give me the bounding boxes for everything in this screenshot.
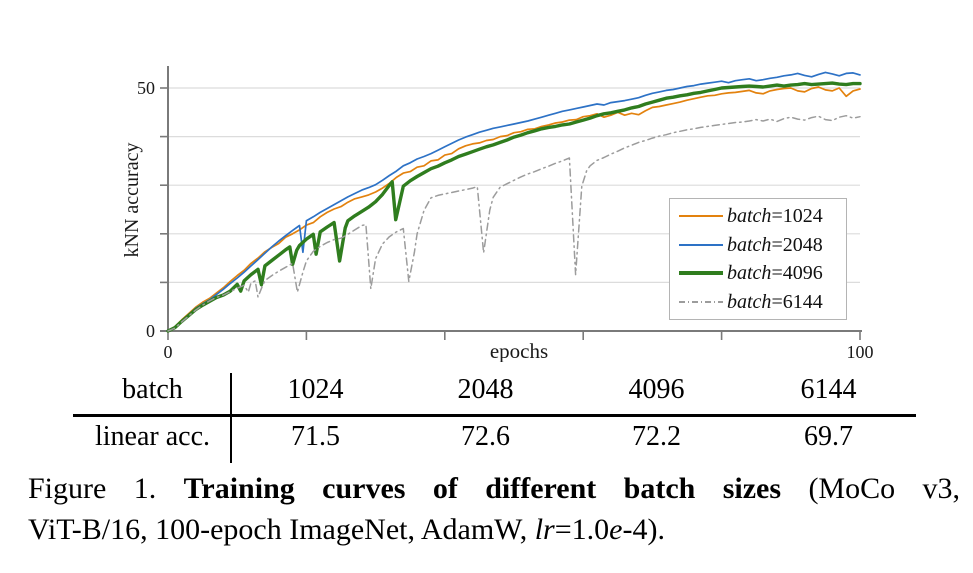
table-header-label: batch — [122, 374, 183, 405]
legend-label-var: batch — [727, 290, 772, 313]
caption-lr-var: lr — [534, 513, 555, 546]
x-axis-label: epochs — [490, 339, 548, 362]
table-col-2048: 2048 — [457, 374, 514, 405]
caption-line-1: Figure 1. Training curves of different b… — [28, 468, 960, 509]
y-tick-label-0: 0 — [146, 321, 155, 341]
results-table: batch 1024 2048 4096 6144 linear acc. 71… — [73, 366, 916, 463]
legend-line-swatch — [679, 271, 723, 276]
caption-lr-eq: =1.0 — [554, 513, 610, 546]
caption-e-var: e — [609, 513, 623, 546]
training-curves-chart: 0 50 0 100 epochs kNN accuracy — [121, 66, 874, 362]
table-value-1024: 71.5 — [291, 421, 340, 452]
table-divider — [230, 373, 232, 463]
table-rule — [73, 414, 916, 417]
legend-label-var: batch — [727, 205, 772, 228]
table-value-4096: 72.2 — [632, 421, 681, 452]
x-tick-label-0: 0 — [164, 342, 173, 362]
legend-label: batch=2048 — [727, 235, 823, 255]
y-tick-label-50: 50 — [137, 78, 155, 98]
legend-line-swatch — [679, 243, 723, 246]
legend-label-var: batch — [727, 262, 772, 285]
legend-label-value: =4096 — [771, 262, 823, 285]
x-tick-label-100: 100 — [847, 342, 874, 362]
caption-line-2: ViT-B/16, 100-epoch ImageNet, AdamW, lr=… — [28, 509, 960, 550]
series-line-batch-1024 — [167, 86, 861, 332]
caption-end: -4). — [622, 513, 665, 546]
series-line-batch-2048 — [167, 71, 861, 332]
chart-legend: batch=1024 batch=2048 batch=4096 batch=6144 — [669, 198, 847, 320]
caption-title: Training curves of different batch sizes — [183, 472, 782, 505]
caption-label: Figure 1. — [28, 472, 157, 505]
table-header-row: batch 1024 2048 4096 6144 — [73, 366, 916, 414]
legend-label: batch=6144 — [727, 292, 823, 312]
legend-line-swatch — [679, 215, 723, 218]
legend-item-batch-1024: batch=1024 — [678, 202, 840, 230]
caption-line2-text: ViT-B/16, 100-epoch ImageNet, AdamW, — [28, 513, 528, 546]
caption-tail1: (MoCo v3, — [808, 472, 960, 505]
legend-label-var: batch — [727, 233, 772, 256]
table-col-4096: 4096 — [628, 374, 685, 405]
legend-item-batch-6144: batch=6144 — [678, 288, 840, 316]
table-row-label: linear acc. — [94, 421, 211, 452]
figure-caption: Figure 1. Training curves of different b… — [28, 468, 960, 550]
legend-item-batch-4096: batch=4096 — [678, 259, 840, 287]
table-value-2048: 72.6 — [461, 421, 510, 452]
legend-label-value: =2048 — [771, 233, 823, 256]
y-axis-label: kNN accuracy — [121, 143, 143, 258]
series-line-batch-4096 — [166, 81, 862, 333]
legend-label: batch=4096 — [727, 263, 823, 283]
legend-label: batch=1024 — [727, 206, 823, 226]
series-line-batch-6144 — [167, 114, 861, 332]
legend-item-batch-2048: batch=2048 — [678, 231, 840, 259]
legend-label-value: =1024 — [771, 205, 823, 228]
legend-label-value: =6144 — [771, 290, 823, 313]
legend-line-swatch — [679, 300, 723, 303]
table-value-row: linear acc. 71.5 72.6 72.2 69.7 — [73, 414, 916, 460]
table-col-6144: 6144 — [800, 374, 857, 405]
table-value-6144: 69.7 — [804, 421, 853, 452]
table-col-1024: 1024 — [287, 374, 344, 405]
